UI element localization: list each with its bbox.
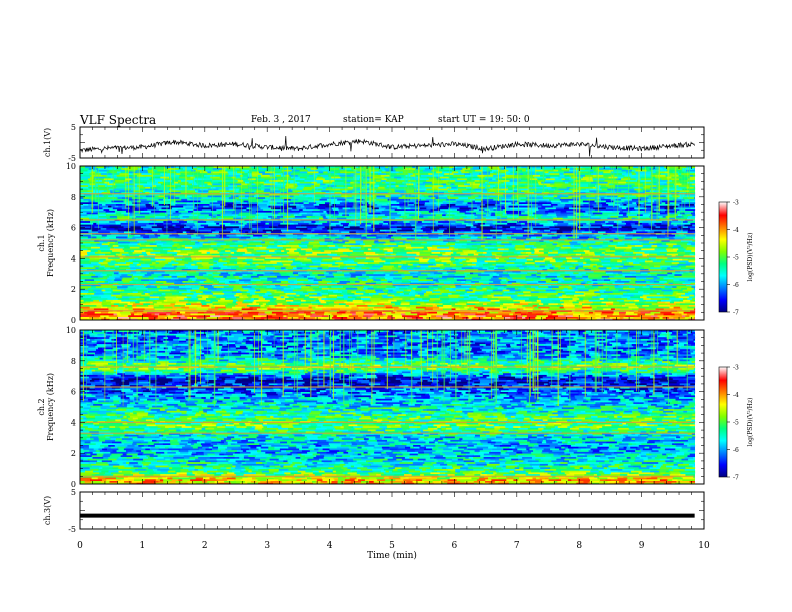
ch2-colorbar-label: log(PSD)(V²/Hz) [747, 398, 754, 447]
ch2-ytick-label: 8 [71, 357, 76, 366]
ch1-ytick-label: 8 [71, 193, 76, 202]
ch3-waveform-ylabel: ch.3(V) [43, 496, 52, 525]
x-axis-label: Time (min) [367, 550, 417, 561]
ch1-ylabel-channel: ch.1 [37, 234, 46, 251]
x-tick-label: 9 [639, 541, 645, 551]
ch1-colorbar-ticklabel: -4 [733, 227, 739, 234]
date-label: Feb. 3 , 2017 [251, 115, 311, 125]
x-tick-label: 10 [698, 541, 710, 551]
x-tick-label: 7 [514, 541, 520, 551]
x-tick-label: 8 [576, 541, 582, 551]
ch2-colorbar [718, 366, 728, 478]
x-tick-label: 3 [264, 541, 270, 551]
ch1-colorbar-ticklabel: -5 [733, 255, 739, 262]
ch1-colorbar-ticklabel: -3 [733, 200, 739, 207]
ch1-spectrogram-image [80, 166, 696, 321]
ch1-ytick-label: 4 [71, 254, 76, 263]
ch2-ylabel-channel: ch.2 [37, 398, 46, 415]
ch2-colorbar-ticklabel: -7 [733, 475, 739, 482]
ch2-colorbar-ticklabel: -6 [733, 447, 739, 454]
ch2-colorbar-ticklabel: -5 [733, 420, 739, 427]
ch2-ytick-label: 4 [71, 418, 76, 427]
ch2-spectrogram-image [80, 330, 696, 485]
ch1-colorbar-ticklabel: -7 [733, 310, 739, 317]
x-tick-label: 5 [389, 541, 395, 551]
ch1-ytick-label: -5 [68, 154, 76, 163]
start-time-label: start UT = 19: 50: 0 [438, 115, 530, 125]
ch1-ytick-label: 6 [71, 224, 76, 233]
ch1-ytick-label: 2 [71, 285, 76, 294]
ch1-ytick-label: 10 [66, 162, 76, 171]
figure-title: VLF Spectra [80, 113, 157, 127]
x-tick-label: 1 [140, 541, 146, 551]
ch1-colorbar [718, 201, 728, 313]
ch1-ytick-label: 5 [71, 123, 76, 132]
ch1-colorbar-label: log(PSD)(V²/Hz) [747, 233, 754, 282]
ch2-ytick-label: 10 [66, 326, 76, 335]
ch1-waveform-trace [80, 135, 695, 157]
x-tick-label: 6 [452, 541, 458, 551]
ch2-ytick-label: 6 [71, 388, 76, 397]
x-tick-label: 0 [77, 541, 83, 551]
ch2-ytick-label: 0 [71, 480, 76, 489]
ch2-ylabel-frequency: Frequency (kHz) [46, 373, 55, 441]
ch2-colorbar-ticklabel: -3 [733, 365, 739, 372]
ch1-waveform-ylabel: ch.1(V) [43, 128, 52, 157]
ch1-ytick-label: 0 [71, 316, 76, 325]
ch3-waveform-frame [79, 491, 705, 530]
x-tick-label: 2 [202, 541, 208, 551]
x-tick-label: 4 [327, 541, 333, 551]
ch3-ytick-label: 5 [71, 488, 76, 497]
station-label: station= KAP [343, 115, 404, 125]
ch2-colorbar-ticklabel: -4 [733, 392, 739, 399]
ch2-ytick-label: 2 [71, 449, 76, 458]
ch1-ylabel-frequency: Frequency (kHz) [46, 209, 55, 277]
ch3-ytick-label: -5 [68, 525, 76, 534]
ch1-colorbar-ticklabel: -6 [733, 282, 739, 289]
